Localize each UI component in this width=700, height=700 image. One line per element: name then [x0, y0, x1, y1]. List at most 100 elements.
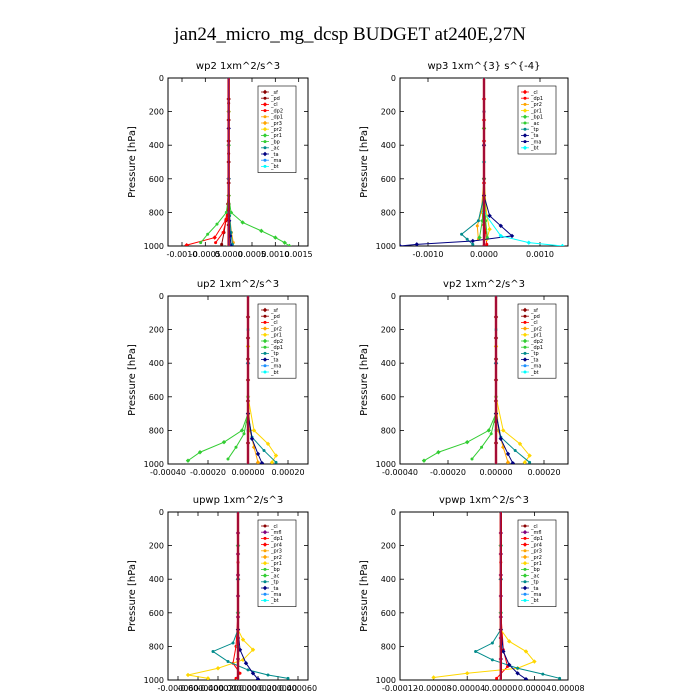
series-point-pr1: [431, 675, 436, 680]
legend-entry: _sf: [270, 90, 278, 96]
y-tick-label: 800: [381, 208, 396, 217]
legend-marker: [262, 151, 268, 157]
legend-marker: [523, 370, 527, 374]
legend-marker: [522, 145, 528, 150]
series-point-dp1: [226, 457, 230, 461]
series-point-ta: [259, 460, 265, 464]
panel-6: vpwp 1xm^2/s^3 Pressure [hPa] 0 200 400 600 80…: [359, 495, 585, 693]
legend-entry: _ta: [530, 357, 539, 363]
legend-marker: [522, 338, 528, 344]
legend-marker: [263, 364, 267, 368]
y-tick-label: 400: [381, 575, 396, 584]
legend-marker: [523, 351, 527, 355]
legend-marker: [523, 121, 527, 125]
legend-marker: [263, 580, 267, 584]
series-point-tp: [460, 232, 464, 236]
series-point-dp2: [465, 439, 470, 445]
legend: _sf_pd_cl_pr2_pr1_dp2_dp1_tp_ta_ma_bt: [257, 303, 297, 379]
series-point-bp: [215, 222, 219, 226]
series-point-tp: [211, 649, 215, 653]
legend: _cl_mfl_dp1_pr4_pr3_pr2_pr1_bp_ac_tp_ta_…: [517, 519, 557, 607]
legend-entry: _pr2: [530, 326, 542, 332]
x-tick-label: 0.000060: [279, 684, 317, 693]
y-tick-label: 400: [149, 141, 164, 150]
series-point-pr1: [240, 220, 245, 225]
legend-entry: _tp: [270, 580, 279, 586]
legend-marker: [522, 542, 528, 547]
legend-entry: _bp: [270, 567, 280, 573]
series-line-dp2: [423, 296, 497, 462]
legend-entry: _mfl: [270, 530, 282, 536]
legend-entry: _tp: [530, 580, 539, 586]
y-tick-label: 200: [381, 108, 396, 117]
x-tick-label: 0.000000: [219, 684, 257, 693]
x-tick-label: 0.0010: [261, 250, 289, 259]
x-tick-label: -0.000060: [157, 684, 198, 693]
series-point-dp1: [470, 457, 474, 461]
y-tick-label: 0: [391, 508, 396, 517]
legend-entry: _bt: [270, 598, 279, 604]
legend-marker: [522, 530, 528, 535]
series-point-dp2: [214, 241, 218, 245]
legend-entry: _ta: [530, 133, 539, 139]
y-tick-label: 600: [149, 175, 164, 184]
legend-marker: [263, 345, 267, 349]
legend-entry: _ta: [270, 152, 279, 158]
y-tick-label: 800: [381, 426, 396, 435]
series-point-pr1: [265, 441, 271, 447]
series-point-dp2: [421, 458, 427, 463]
y-tick-label: 800: [149, 208, 164, 217]
y-tick-label: 1000: [376, 460, 396, 469]
series-point-ta: [515, 671, 520, 676]
series-point-ta: [487, 213, 492, 218]
legend-entry: _ma: [270, 364, 281, 370]
legend: _sf_pd_cl_pr2_pr1_dp2_dp1_tp_ta_ma_bt: [517, 303, 557, 379]
legend-entry: _pr1: [270, 333, 282, 339]
legend-entry: _sf: [270, 308, 278, 314]
legend-marker: [263, 592, 267, 596]
x-tick-label: 0.00020: [271, 468, 304, 477]
y-axis-label: Pressure [hPa]: [359, 344, 370, 416]
series-point-tp: [490, 658, 494, 662]
series-point-cl: [212, 235, 217, 240]
series-point-ac: [485, 236, 489, 240]
legend-entry: _bp: [270, 139, 280, 145]
legend-marker: [262, 561, 268, 566]
legend-marker: [263, 351, 267, 355]
panel-2: wp3 1xm^{3} s^{-4} Pressure [hPa] 0 200 400 6…: [359, 61, 569, 259]
series-point-pr2: [505, 460, 511, 464]
series-point-dp2: [185, 458, 191, 463]
legend-marker: [263, 115, 267, 119]
panel-3: up2 1xm^2/s^3 Pressure [hPa] 0 200 400 600 800…: [127, 279, 309, 477]
y-tick-label: 0: [391, 292, 396, 301]
legend-entry: _ta: [270, 586, 279, 592]
series-point-tp: [465, 237, 469, 241]
legend-entry: _dp1: [530, 96, 543, 102]
y-tick-label: 400: [381, 141, 396, 150]
series-point-pr1: [269, 460, 275, 464]
legend-marker: [262, 133, 268, 138]
legend-entry: _cl: [530, 320, 538, 326]
series-group: [185, 512, 290, 680]
x-tick-label: -0.0010: [413, 250, 444, 259]
panel-title: vp2 1xm^2/s^3: [443, 279, 525, 290]
legend-marker: [262, 102, 268, 107]
series-point-ta: [249, 436, 255, 441]
series-point-ta: [414, 242, 419, 246]
series-point-ta: [255, 676, 261, 680]
series-point-tp: [558, 676, 562, 680]
legend-entry: _ta: [270, 357, 279, 363]
x-tick-label: 0.000040: [259, 684, 297, 693]
x-tick-label: 0.0000: [215, 250, 243, 259]
series-point-pr1: [240, 657, 246, 663]
series-point-pr2: [255, 460, 261, 464]
legend-entry: _bp1: [530, 115, 543, 121]
panel-4: vp2 1xm^2/s^3 Pressure [hPa] 0 200 400 600 800…: [359, 279, 569, 477]
legend-entry: _pr2: [270, 326, 282, 332]
series-point-bp: [199, 241, 203, 245]
legend-marker: [262, 332, 268, 337]
legend-entry: _dp1: [530, 345, 543, 351]
series-point-pr2: [475, 224, 479, 228]
legend-marker: [263, 314, 267, 318]
